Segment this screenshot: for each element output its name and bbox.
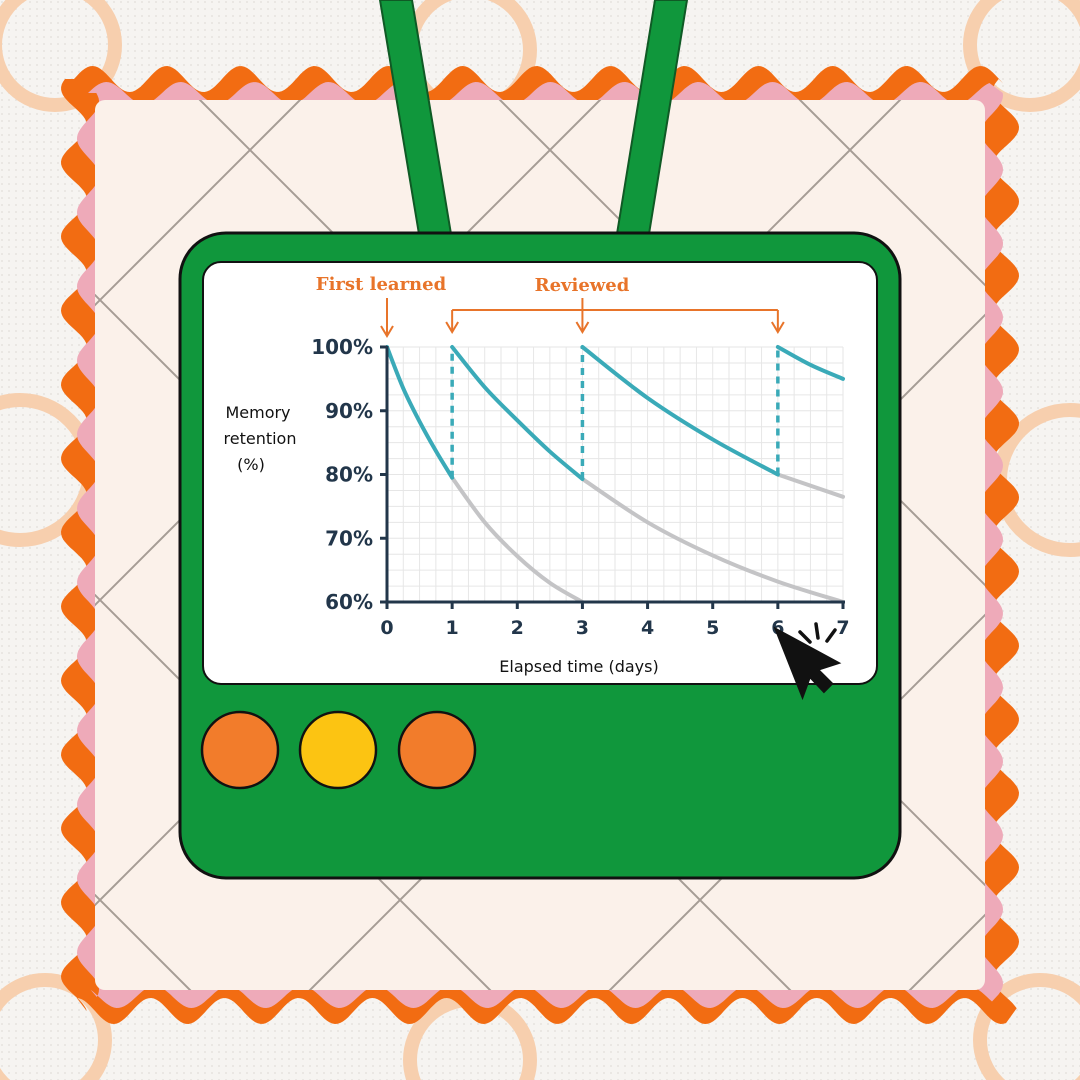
y-tick-label: 100% — [311, 335, 373, 359]
retention-with-reviews-segment-0 — [385, 345, 455, 480]
forgetting-without-review-segment-0 — [450, 475, 585, 604]
y-tick-label: 90% — [325, 399, 373, 423]
y-axis-title-line-3: (%) — [237, 455, 265, 474]
arrow-down-icon — [445, 321, 460, 334]
x-tick-label: 7 — [836, 617, 849, 639]
x-tick-label: 5 — [706, 617, 719, 639]
retention-with-reviews-segment-2 — [580, 345, 780, 477]
y-tick-label: 60% — [325, 590, 373, 614]
y-tick-label: 70% — [325, 526, 373, 550]
x-axis-title: Elapsed time (days) — [499, 657, 658, 676]
x-tick-label: 2 — [511, 617, 524, 639]
retention-with-reviews-segment-1 — [450, 345, 585, 481]
arrow-down-icon — [380, 325, 394, 338]
right-orange-button[interactable] — [397, 710, 477, 790]
x-tick-label: 3 — [576, 617, 589, 639]
y-axis-title-line-2: retention — [224, 429, 297, 448]
x-tick-label: 0 — [380, 617, 393, 639]
x-tick-label: 1 — [446, 617, 459, 639]
chart-curves — [385, 345, 845, 604]
arrow-down-icon — [770, 321, 785, 334]
x-tick-label: 4 — [641, 617, 654, 639]
arrow-cursor-icon — [773, 626, 842, 701]
left-orange-button[interactable] — [200, 710, 280, 790]
annotation-arrows — [380, 298, 785, 338]
forgetting-without-review-segment-2 — [775, 472, 845, 499]
y-axis-title-line-1: Memory — [225, 403, 290, 422]
middle-yellow-button[interactable] — [298, 710, 378, 790]
y-tick-label: 80% — [325, 463, 373, 487]
arrow-down-icon — [575, 321, 590, 334]
y-tick-labels: 100% 90% 80% 70% 60% — [311, 335, 387, 614]
retention-with-reviews-segment-3 — [775, 345, 845, 381]
forgetting-without-review-segment-1 — [580, 476, 845, 604]
device-screen — [202, 261, 878, 685]
reviewed-annotation: Reviewed — [535, 275, 630, 296]
first-learned-annotation: First learned — [316, 274, 447, 295]
